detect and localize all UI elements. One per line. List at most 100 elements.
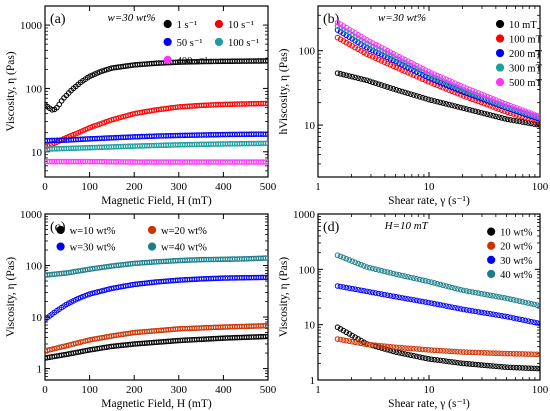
y-axis-label: Viscosity, η (Pas): [5, 257, 17, 337]
data-point: [422, 355, 429, 362]
data-point: [440, 100, 446, 106]
data-point: [413, 276, 420, 282]
data-point: [493, 363, 499, 370]
series-3: [45, 131, 268, 144]
data-point: [428, 80, 435, 86]
data-point: [519, 351, 526, 357]
data-point: [103, 66, 110, 73]
data-point: [337, 71, 344, 77]
data-point: [460, 349, 467, 355]
data-point: [340, 337, 347, 343]
data-point: [463, 85, 470, 92]
data-point: [411, 297, 417, 303]
data-point: [431, 77, 438, 84]
x-axis-label: Shear rate, γ (s⁻¹): [388, 398, 470, 410]
data-point: [422, 278, 429, 284]
data-point: [443, 348, 449, 354]
data-point: [510, 106, 517, 113]
data-point: [478, 362, 485, 368]
x-axis-label: Shear rate, γ (s⁻¹): [388, 195, 470, 207]
data-point: [537, 122, 540, 128]
data-point: [262, 140, 268, 147]
data-point: [504, 314, 511, 320]
legend-marker: [163, 37, 172, 47]
data-point: [262, 255, 268, 261]
data-point: [364, 288, 370, 295]
data-point: [463, 288, 470, 294]
legend-marker: [56, 242, 65, 251]
data-point: [369, 40, 376, 46]
data-point: [452, 285, 458, 292]
data-point: [513, 315, 520, 322]
data-point: [469, 308, 476, 314]
data-point: [343, 255, 350, 262]
legend: 1 s⁻¹ 10 s⁻¹ 50 s⁻¹ 100 s⁻¹ 400 s⁻¹: [163, 19, 259, 67]
x-tick-label: 300: [171, 384, 188, 396]
x-tick-label: 400: [215, 384, 232, 396]
legend-marker: [495, 78, 505, 87]
data-point: [484, 101, 490, 108]
data-point: [490, 96, 496, 102]
data-point: [419, 346, 426, 353]
data-point: [340, 284, 347, 290]
data-point: [390, 50, 397, 57]
data-point: [396, 272, 402, 278]
series-4: [45, 255, 268, 278]
data-point: [396, 294, 402, 301]
legend-marker: [487, 255, 496, 264]
data-point: [457, 360, 464, 366]
data-point: [481, 95, 488, 101]
data-point: [396, 53, 402, 60]
data-point: [393, 52, 400, 58]
data-point: [346, 338, 353, 344]
data-point: [460, 84, 467, 90]
data-point: [449, 359, 455, 365]
data-point: [513, 351, 520, 357]
data-point: [334, 324, 341, 330]
data-point: [372, 55, 379, 61]
data-point: [510, 117, 517, 124]
data-point: [501, 313, 508, 320]
data-point: [425, 78, 432, 85]
data-point: [525, 111, 532, 117]
data-point: [381, 268, 388, 275]
data-point: [499, 115, 505, 121]
data-point: [484, 96, 490, 103]
data-point: [440, 348, 446, 354]
data-point: [369, 54, 376, 60]
data-point: [49, 106, 55, 113]
data-point: [367, 52, 373, 59]
data-point: [355, 286, 361, 293]
legend-marker: [163, 55, 172, 64]
data-point: [504, 101, 511, 108]
data-point: [393, 344, 400, 351]
data-point: [413, 93, 420, 99]
y-axis-label: hViscosity, η (Pas): [278, 48, 290, 134]
data-point: [434, 347, 441, 354]
data-point: [531, 365, 537, 372]
data-point: [337, 36, 344, 43]
data-point: [422, 73, 429, 80]
data-point: [384, 47, 391, 54]
series-1: [334, 70, 540, 128]
data-point: [493, 312, 499, 318]
data-point: [513, 118, 520, 124]
data-point: [387, 52, 394, 59]
legend-marker: [214, 37, 224, 47]
data-point: [446, 358, 452, 365]
data-point: [399, 67, 405, 73]
data-point: [340, 254, 347, 261]
data-point: [537, 113, 540, 120]
data-point: [384, 346, 391, 353]
data-point: [390, 53, 397, 60]
data-point: [352, 339, 358, 346]
data-point: [408, 59, 414, 66]
data-point: [501, 295, 508, 301]
data-point: [422, 346, 429, 353]
legend-label: 400 s⁻¹: [177, 56, 208, 67]
data-point: [334, 283, 341, 289]
legend-marker: [487, 241, 496, 250]
data-point: [504, 295, 511, 302]
legend: 10 wt% 20 wt% 30 wt% 40 wt%: [487, 227, 533, 281]
data-point: [378, 291, 385, 297]
